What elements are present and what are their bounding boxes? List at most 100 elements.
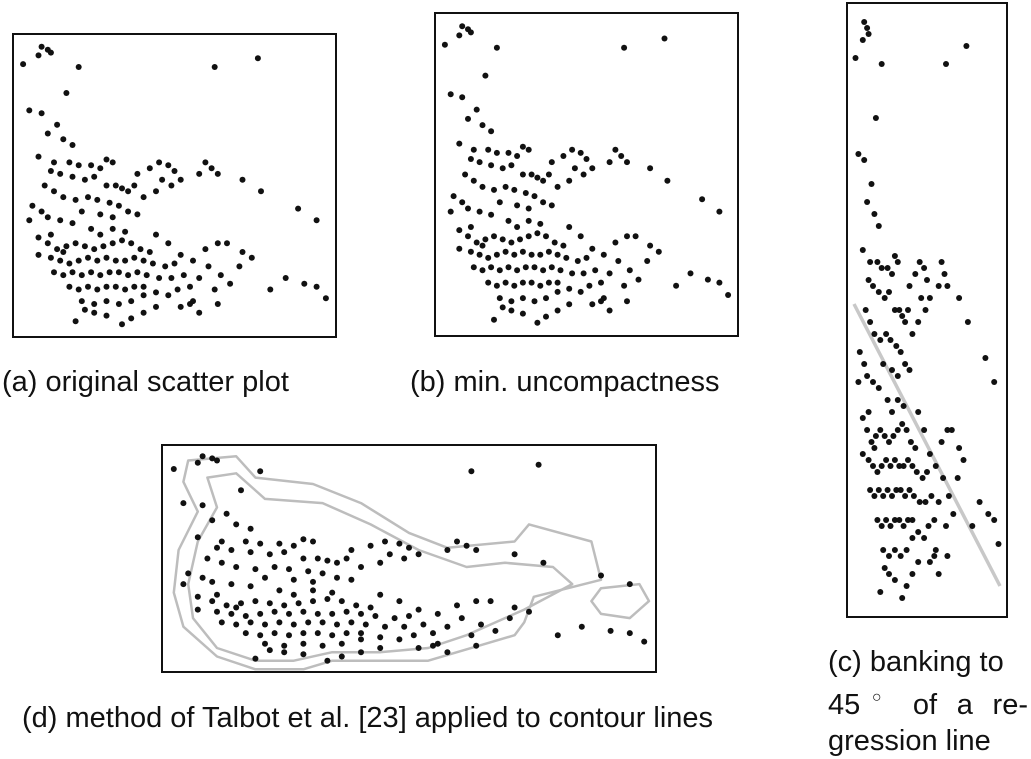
data-point-c-75: [890, 433, 897, 439]
data-point-d-164: [487, 598, 494, 605]
data-point-c-134: [960, 457, 967, 463]
data-point-a-70: [54, 246, 61, 253]
data-point-d-82: [214, 608, 220, 615]
data-point-d-95: [406, 613, 412, 619]
data-point-d-90: [329, 610, 336, 617]
data-point-d-51: [396, 540, 403, 547]
data-point-a-56: [153, 188, 159, 195]
data-point-b-161: [600, 251, 607, 258]
data-point-d-107: [382, 623, 388, 630]
data-point-a-141: [81, 306, 88, 313]
data-point-b-60: [612, 146, 619, 153]
data-point-d-5: [257, 468, 264, 475]
data-point-b-145: [543, 313, 549, 320]
data-point-a-29: [112, 182, 119, 189]
data-point-d-166: [468, 632, 475, 639]
data-point-d-160: [415, 606, 422, 613]
data-point-c-37: [887, 337, 894, 343]
data-point-d-128: [430, 630, 436, 637]
data-point-b-44: [476, 208, 483, 215]
data-point-b-62: [606, 159, 613, 166]
data-point-a-109: [66, 283, 73, 290]
data-point-a-30: [119, 185, 125, 192]
data-point-b-138: [716, 279, 723, 286]
data-point-c-24: [870, 283, 876, 289]
data-point-c-99: [880, 493, 887, 499]
data-point-a-27: [91, 173, 98, 180]
data-point-d-97: [233, 621, 240, 628]
data-point-d-41: [348, 576, 355, 583]
data-point-d-113: [300, 630, 307, 637]
data-point-a-38: [106, 199, 113, 206]
data-point-a-41: [134, 211, 141, 218]
data-point-c-17: [874, 259, 881, 265]
data-point-b-17: [485, 146, 492, 153]
data-point-b-4: [441, 41, 448, 48]
data-point-c-42: [880, 361, 887, 367]
data-point-c-76: [894, 427, 901, 433]
data-point-b-110: [493, 282, 500, 289]
data-point-a-59: [134, 170, 141, 177]
data-point-b-147: [566, 301, 573, 308]
data-point-c-159: [921, 427, 928, 433]
scatter-panel-d: [161, 444, 657, 673]
data-point-b-160: [589, 245, 596, 252]
data-point-c-98: [875, 487, 882, 493]
data-point-c-2: [859, 37, 866, 43]
data-point-b-167: [624, 298, 630, 305]
data-point-a-132: [227, 280, 234, 287]
data-point-b-54: [580, 171, 587, 178]
data-point-c-146: [909, 571, 916, 577]
data-point-b-6: [661, 35, 668, 42]
data-point-d-85: [257, 610, 264, 617]
data-point-d-58: [343, 555, 350, 562]
data-point-c-127: [928, 493, 935, 499]
data-point-b-42: [496, 199, 503, 206]
data-point-d-14: [247, 525, 254, 532]
data-point-a-166: [211, 286, 218, 293]
data-point-b-146: [554, 307, 561, 314]
data-point-d-30: [324, 557, 331, 564]
data-point-b-3: [467, 29, 474, 36]
data-point-a-84: [66, 260, 73, 267]
data-point-c-15: [859, 247, 866, 253]
data-point-c-78: [903, 427, 910, 433]
caption-d: (d) method of Talbot et al. [23] applied…: [22, 702, 714, 734]
scatter-plot-a: [20, 43, 329, 328]
data-point-d-49: [367, 542, 374, 549]
data-point-d-110: [257, 632, 264, 639]
data-point-d-141: [266, 647, 273, 654]
data-point-d-59: [348, 547, 355, 553]
data-point-b-144: [534, 319, 541, 326]
data-point-a-151: [97, 231, 104, 238]
data-point-b-18: [493, 149, 500, 156]
data-point-b-57: [554, 183, 561, 190]
data-point-d-57: [358, 564, 364, 570]
data-point-d-74: [281, 602, 288, 609]
data-point-c-43: [875, 385, 882, 391]
data-point-d-16: [218, 538, 225, 545]
data-point-d-73: [266, 600, 273, 607]
data-point-d-103: [319, 619, 326, 626]
data-point-b-59: [548, 159, 555, 166]
data-point-a-11: [54, 121, 61, 128]
data-point-d-25: [247, 549, 254, 556]
data-point-d-45: [209, 578, 216, 585]
data-point-d-92: [358, 610, 364, 617]
data-point-b-78: [543, 233, 549, 240]
data-point-c-148: [926, 559, 933, 565]
regression-line: [852, 303, 1002, 587]
data-point-c-104: [902, 493, 909, 499]
data-point-a-45: [44, 214, 51, 221]
data-point-c-116: [905, 517, 911, 523]
data-point-d-68: [194, 593, 201, 600]
data-point-b-73: [499, 236, 506, 243]
data-point-c-158: [915, 409, 922, 415]
data-point-d-137: [607, 627, 614, 634]
data-point-a-8: [26, 107, 33, 114]
data-point-b-108: [580, 270, 587, 277]
data-point-c-10: [872, 115, 879, 121]
data-point-b-9: [459, 94, 466, 101]
data-point-d-87: [286, 610, 292, 617]
data-point-c-161: [932, 463, 939, 469]
